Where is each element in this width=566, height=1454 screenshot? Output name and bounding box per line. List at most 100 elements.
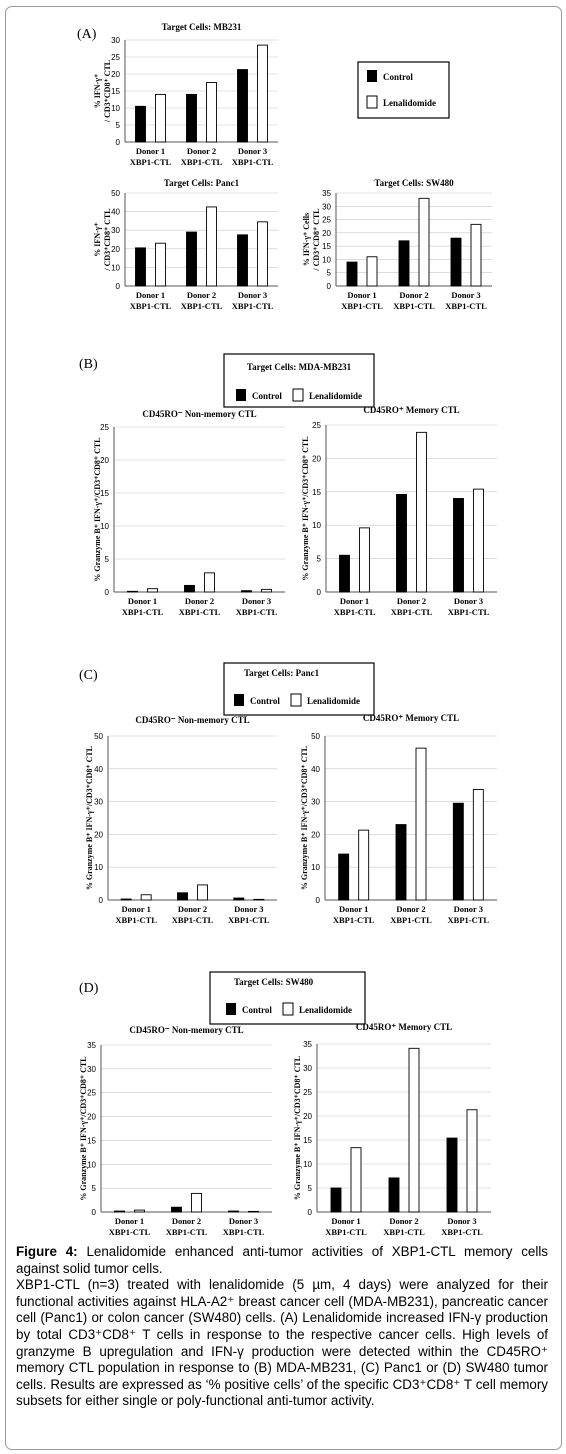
x-tick-label: Donor 2 — [178, 904, 207, 914]
y-tick-label: 30 — [311, 798, 320, 807]
bar-control-2 — [177, 892, 188, 901]
legend-label-lenalidomide: Lenalidomide — [307, 696, 360, 706]
x-tick-label: XBP1-CTL — [232, 301, 274, 311]
y-tick-label: 25 — [312, 421, 321, 430]
y-tick-label: 20 — [94, 830, 103, 839]
bar-lenalidomide-2 — [408, 1047, 420, 1213]
y-tick-label: 50 — [111, 189, 120, 198]
y-axis-label-line: % Granzyme B⁺ IFN-γ⁺/CD3⁺CD8⁺ CTL — [293, 1056, 302, 1200]
y-tick-label: 25 — [87, 1089, 96, 1098]
y-tick-label: 0 — [308, 1208, 313, 1217]
y-axis-label: % IFN-γ⁺/ CD3⁺CD8⁺ CTL — [93, 208, 112, 271]
bar-lenalidomide-3 — [466, 1109, 478, 1213]
figure-caption: Figure 4: Lenalidomide enhanced anti-tum… — [16, 1244, 548, 1410]
figure-canvas: (A) (B) (C) (D) Control Lenalidomide Tar… — [77, 22, 497, 1237]
chart-b2: 0 5 10 15 20 25 CD45RO⁺ Memory CTL % Granzyme B… — [301, 405, 497, 617]
bar-control-1 — [127, 590, 138, 593]
y-tick-label: 30 — [322, 202, 331, 211]
legend-title-d: Target Cells: SW480 — [234, 977, 314, 987]
x-tick-label: XBP1-CTL — [441, 1227, 483, 1237]
x-tick-label: Donor 3 — [242, 596, 271, 606]
chart-title: Target Cells: SW480 — [374, 178, 454, 188]
y-tick-label: 20 — [111, 245, 120, 254]
x-tick-label: XBP1-CTL — [341, 301, 383, 311]
bar-control-3 — [452, 802, 464, 901]
chart-a3: 0 5 10 15 20 25 30 35 Target Cells: SW480 % IFN-γ… — [302, 178, 492, 311]
x-tick-label: XBP1-CTL — [325, 1227, 367, 1237]
bar-lenalidomide-3 — [472, 789, 484, 901]
y-tick-label: 25 — [303, 1088, 312, 1097]
legend-swatch-control — [234, 694, 244, 706]
y-tick-label: 25 — [100, 423, 109, 432]
bar-lenalidomide-1 — [155, 93, 166, 143]
chart-a2: 0 10 20 30 40 50 Target Cells: Panc1 % IFN-γ⁺/ … — [93, 178, 278, 311]
legend-swatch-lenalidomide — [366, 95, 378, 109]
y-tick-label: 0 — [327, 282, 332, 291]
chart-title: CD45RO⁻ Non-memory CTL — [129, 1025, 243, 1035]
bar-lenalidomide-3 — [253, 898, 265, 901]
x-tick-label: Donor 1 — [347, 290, 376, 300]
chart-title: CD45RO⁺ Memory CTL — [363, 713, 459, 723]
x-tick-label: Donor 2 — [399, 290, 428, 300]
legend-d: Target Cells: SW480 Control Lenalidomide — [209, 971, 366, 1025]
x-tick-label: XBP1-CTL — [445, 301, 487, 311]
y-axis-label: % Granzyme B⁺ IFN-γ⁺/CD3⁺CD8⁺ CTL — [85, 746, 94, 890]
legend-label-control: Control — [252, 391, 282, 401]
legend-swatch-lenalidomide — [290, 693, 302, 707]
bar-control-2 — [396, 494, 407, 593]
x-tick-label: XBP1-CTL — [181, 301, 223, 311]
y-tick-label: 30 — [111, 226, 120, 235]
y-axis-label-line: / CD3⁺CD8⁺ CTL — [312, 208, 321, 271]
bar-control-2 — [184, 584, 195, 593]
bar-control-2 — [388, 1177, 400, 1213]
y-tick-label: 10 — [312, 521, 321, 530]
x-tick-label: Donor 3 — [454, 904, 483, 914]
x-tick-label: XBP1-CTL — [383, 1227, 425, 1237]
caption-title: Lenalidomide enhanced anti-tumor activit… — [16, 1244, 549, 1276]
bar-lenalidomide-1 — [155, 242, 166, 287]
y-tick-label: 5 — [317, 555, 322, 564]
bar-lenalidomide-3 — [257, 44, 268, 143]
x-tick-label: XBP1-CTL — [448, 607, 490, 617]
y-tick-label: 15 — [312, 488, 321, 497]
bar-lenalidomide-2 — [416, 431, 427, 593]
x-tick-label: XBP1-CTL — [390, 915, 432, 925]
x-tick-label: XBP1-CTL — [236, 607, 278, 617]
x-tick-label: Donor 3 — [454, 596, 483, 606]
y-tick-label: 10 — [94, 863, 103, 872]
x-tick-label: Donor 3 — [229, 1216, 258, 1226]
y-axis-label-line: / CD3⁺CD8⁺ CTL — [103, 60, 112, 123]
y-axis-label: % Granzyme B⁺ IFN-γ⁺/CD3⁺CD8⁺ CTL — [301, 436, 310, 580]
x-tick-label: Donor 2 — [389, 1216, 418, 1226]
x-tick-label: XBP1-CTL — [448, 915, 490, 925]
x-tick-label: XBP1-CTL — [181, 157, 223, 167]
x-tick-label: Donor 2 — [396, 904, 425, 914]
y-tick-label: 5 — [308, 1184, 313, 1193]
bar-control-2 — [186, 231, 197, 287]
y-axis-label: % Granzyme B⁺ IFN-γ⁺/CD3⁺CD8⁺ CTL — [300, 746, 309, 890]
bar-lenalidomide-1 — [366, 256, 378, 287]
legend-label-control: Control — [250, 696, 280, 706]
bar-control-1 — [338, 853, 350, 901]
caption-body: XBP1-CTL (n=3) treated with lenalidomide… — [16, 1277, 548, 1409]
legend-title-b: Target Cells: MDA-MB231 — [247, 362, 352, 372]
legend-label-lenalidomide: Lenalidomide — [309, 391, 362, 401]
y-tick-label: 15 — [100, 489, 109, 498]
y-tick-label: 10 — [111, 104, 120, 113]
y-axis-label-line: % IFN-γ⁺ — [93, 74, 102, 108]
legend-swatch-control — [236, 389, 246, 401]
bar-lenalidomide-3 — [470, 223, 482, 287]
y-tick-label: 35 — [322, 189, 331, 198]
y-axis-label: % Granzyme B⁺ IFN-γ⁺/CD3⁺CD8⁺ CTL — [93, 437, 102, 581]
y-tick-label: 0 — [316, 896, 321, 905]
legend-swatch-control — [226, 1003, 236, 1015]
bar-control-3 — [237, 234, 248, 287]
y-tick-label: 20 — [322, 229, 331, 238]
y-tick-label: 10 — [322, 255, 331, 264]
y-tick-label: 5 — [327, 269, 332, 278]
y-tick-label: 15 — [322, 242, 331, 251]
y-tick-label: 30 — [87, 1065, 96, 1074]
legend-a: Control Lenalidomide — [357, 61, 450, 119]
chart-title: CD45RO⁺ Memory CTL — [363, 405, 459, 415]
